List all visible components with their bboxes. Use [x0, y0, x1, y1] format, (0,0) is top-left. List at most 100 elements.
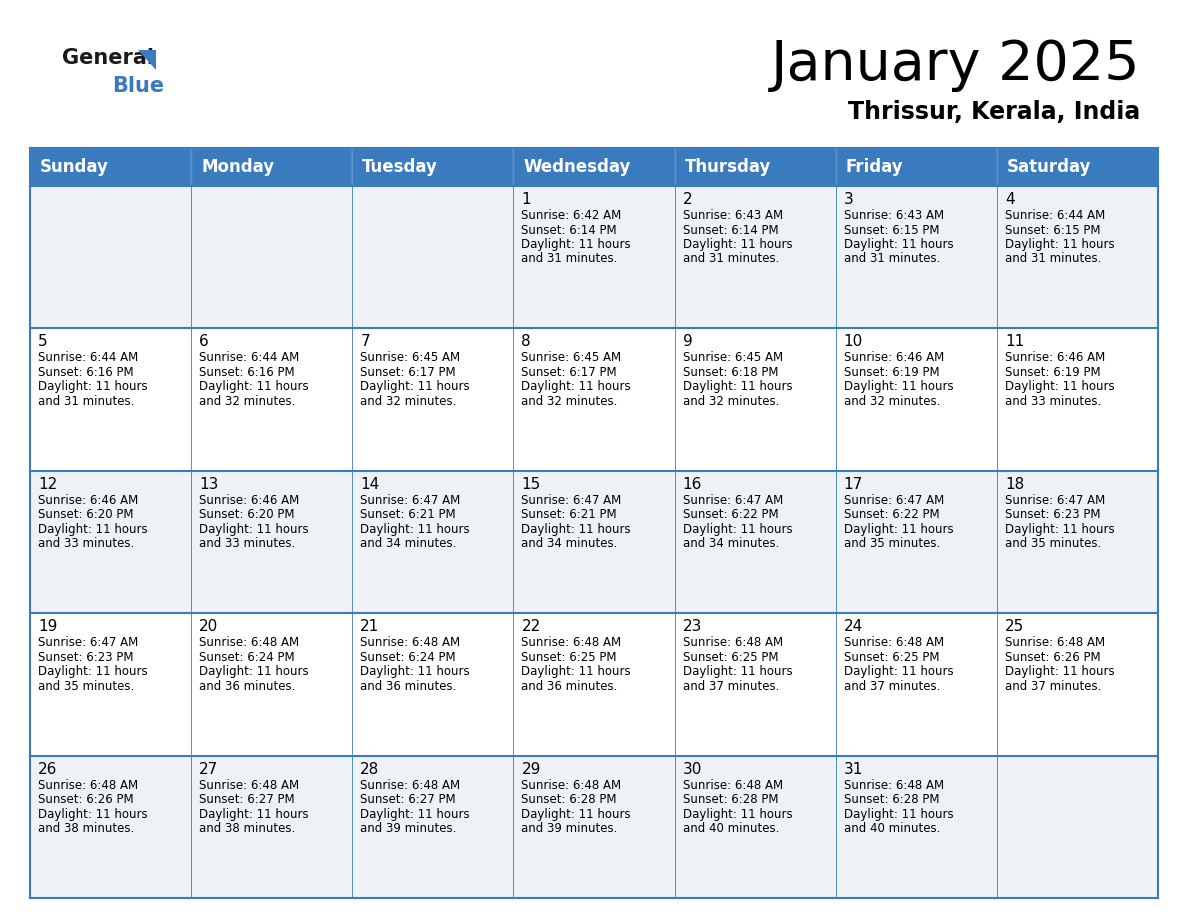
Text: 29: 29	[522, 762, 541, 777]
Text: Sunrise: 6:47 AM: Sunrise: 6:47 AM	[360, 494, 461, 507]
Text: Sunset: 6:16 PM: Sunset: 6:16 PM	[38, 366, 133, 379]
Bar	[513, 471, 675, 613]
Text: Sunset: 6:26 PM: Sunset: 6:26 PM	[38, 793, 133, 806]
Bar	[675, 756, 835, 898]
Text: 8: 8	[522, 334, 531, 350]
Text: Sunset: 6:20 PM: Sunset: 6:20 PM	[38, 509, 133, 521]
Text: Sunset: 6:21 PM: Sunset: 6:21 PM	[522, 509, 617, 521]
Text: and 34 minutes.: and 34 minutes.	[522, 537, 618, 550]
Text: Sunset: 6:16 PM: Sunset: 6:16 PM	[200, 366, 295, 379]
Text: and 33 minutes.: and 33 minutes.	[1005, 395, 1101, 408]
Text: Sunrise: 6:43 AM: Sunrise: 6:43 AM	[843, 209, 943, 222]
Text: Sunrise: 6:47 AM: Sunrise: 6:47 AM	[1005, 494, 1105, 507]
Text: Daylight: 11 hours: Daylight: 11 hours	[360, 808, 470, 821]
Text: Sunrise: 6:48 AM: Sunrise: 6:48 AM	[360, 778, 461, 791]
Bar	[513, 186, 675, 329]
Text: Sunrise: 6:48 AM: Sunrise: 6:48 AM	[843, 636, 943, 649]
Text: Daylight: 11 hours: Daylight: 11 hours	[38, 808, 147, 821]
Bar	[835, 329, 997, 471]
Text: Sunset: 6:21 PM: Sunset: 6:21 PM	[360, 509, 456, 521]
Text: Sunset: 6:18 PM: Sunset: 6:18 PM	[683, 366, 778, 379]
Bar	[30, 756, 191, 898]
Text: Sunset: 6:22 PM: Sunset: 6:22 PM	[683, 509, 778, 521]
Bar	[997, 329, 1158, 471]
Text: January 2025: January 2025	[771, 38, 1140, 92]
Text: Daylight: 11 hours: Daylight: 11 hours	[522, 238, 631, 251]
Text: 4: 4	[1005, 192, 1015, 207]
Text: 26: 26	[38, 762, 57, 777]
Text: Sunset: 6:27 PM: Sunset: 6:27 PM	[360, 793, 456, 806]
Text: Daylight: 11 hours: Daylight: 11 hours	[683, 238, 792, 251]
Text: Daylight: 11 hours: Daylight: 11 hours	[38, 666, 147, 678]
Text: and 31 minutes.: and 31 minutes.	[843, 252, 940, 265]
Text: Daylight: 11 hours: Daylight: 11 hours	[843, 238, 953, 251]
Text: 13: 13	[200, 476, 219, 492]
Text: 24: 24	[843, 620, 862, 634]
Bar	[191, 613, 353, 756]
Text: and 34 minutes.: and 34 minutes.	[683, 537, 779, 550]
Text: and 37 minutes.: and 37 minutes.	[843, 679, 940, 693]
Bar	[513, 329, 675, 471]
Text: Daylight: 11 hours: Daylight: 11 hours	[522, 666, 631, 678]
Text: Sunrise: 6:48 AM: Sunrise: 6:48 AM	[843, 778, 943, 791]
Bar	[835, 471, 997, 613]
Text: 31: 31	[843, 762, 864, 777]
Text: General: General	[62, 48, 154, 68]
Text: Daylight: 11 hours: Daylight: 11 hours	[360, 380, 470, 394]
Text: Sunset: 6:14 PM: Sunset: 6:14 PM	[522, 223, 617, 237]
Text: 30: 30	[683, 762, 702, 777]
Text: and 32 minutes.: and 32 minutes.	[200, 395, 296, 408]
Bar	[30, 148, 191, 186]
Text: Thursday: Thursday	[684, 158, 771, 176]
Text: 28: 28	[360, 762, 379, 777]
Text: Sunrise: 6:47 AM: Sunrise: 6:47 AM	[522, 494, 621, 507]
Text: 3: 3	[843, 192, 853, 207]
Text: Sunset: 6:24 PM: Sunset: 6:24 PM	[200, 651, 295, 664]
Text: Sunrise: 6:45 AM: Sunrise: 6:45 AM	[360, 352, 461, 364]
Text: and 31 minutes.: and 31 minutes.	[1005, 252, 1101, 265]
Text: and 34 minutes.: and 34 minutes.	[360, 537, 456, 550]
Bar	[353, 471, 513, 613]
Text: Sunrise: 6:48 AM: Sunrise: 6:48 AM	[200, 778, 299, 791]
Text: Daylight: 11 hours: Daylight: 11 hours	[360, 666, 470, 678]
Bar	[30, 186, 191, 329]
Text: Sunset: 6:17 PM: Sunset: 6:17 PM	[522, 366, 617, 379]
Bar	[191, 186, 353, 329]
Text: Sunset: 6:25 PM: Sunset: 6:25 PM	[683, 651, 778, 664]
Text: Sunrise: 6:48 AM: Sunrise: 6:48 AM	[683, 636, 783, 649]
Text: Sunrise: 6:45 AM: Sunrise: 6:45 AM	[522, 352, 621, 364]
Text: Sunset: 6:19 PM: Sunset: 6:19 PM	[843, 366, 940, 379]
Text: 18: 18	[1005, 476, 1024, 492]
Text: Daylight: 11 hours: Daylight: 11 hours	[843, 666, 953, 678]
Text: and 32 minutes.: and 32 minutes.	[522, 395, 618, 408]
Bar	[835, 756, 997, 898]
Text: Sunrise: 6:48 AM: Sunrise: 6:48 AM	[38, 778, 138, 791]
Text: Sunrise: 6:48 AM: Sunrise: 6:48 AM	[200, 636, 299, 649]
Text: and 35 minutes.: and 35 minutes.	[1005, 537, 1101, 550]
Text: Sunday: Sunday	[40, 158, 109, 176]
Text: 21: 21	[360, 620, 379, 634]
Text: Daylight: 11 hours: Daylight: 11 hours	[38, 380, 147, 394]
Text: 23: 23	[683, 620, 702, 634]
Text: Blue: Blue	[112, 76, 164, 96]
Text: Sunset: 6:28 PM: Sunset: 6:28 PM	[683, 793, 778, 806]
Text: Friday: Friday	[846, 158, 903, 176]
Text: and 40 minutes.: and 40 minutes.	[843, 823, 940, 835]
Text: 20: 20	[200, 620, 219, 634]
Text: and 31 minutes.: and 31 minutes.	[38, 395, 134, 408]
Bar	[675, 329, 835, 471]
Bar	[835, 148, 997, 186]
Text: Sunset: 6:19 PM: Sunset: 6:19 PM	[1005, 366, 1100, 379]
Bar	[191, 329, 353, 471]
Text: Daylight: 11 hours: Daylight: 11 hours	[843, 808, 953, 821]
Text: Sunset: 6:15 PM: Sunset: 6:15 PM	[1005, 223, 1100, 237]
Text: Sunrise: 6:46 AM: Sunrise: 6:46 AM	[200, 494, 299, 507]
Text: and 39 minutes.: and 39 minutes.	[360, 823, 456, 835]
Text: 22: 22	[522, 620, 541, 634]
Bar	[997, 471, 1158, 613]
Text: Sunset: 6:23 PM: Sunset: 6:23 PM	[38, 651, 133, 664]
Text: Sunrise: 6:46 AM: Sunrise: 6:46 AM	[1005, 352, 1105, 364]
Text: Sunset: 6:28 PM: Sunset: 6:28 PM	[843, 793, 940, 806]
Bar	[997, 756, 1158, 898]
Text: and 32 minutes.: and 32 minutes.	[360, 395, 456, 408]
